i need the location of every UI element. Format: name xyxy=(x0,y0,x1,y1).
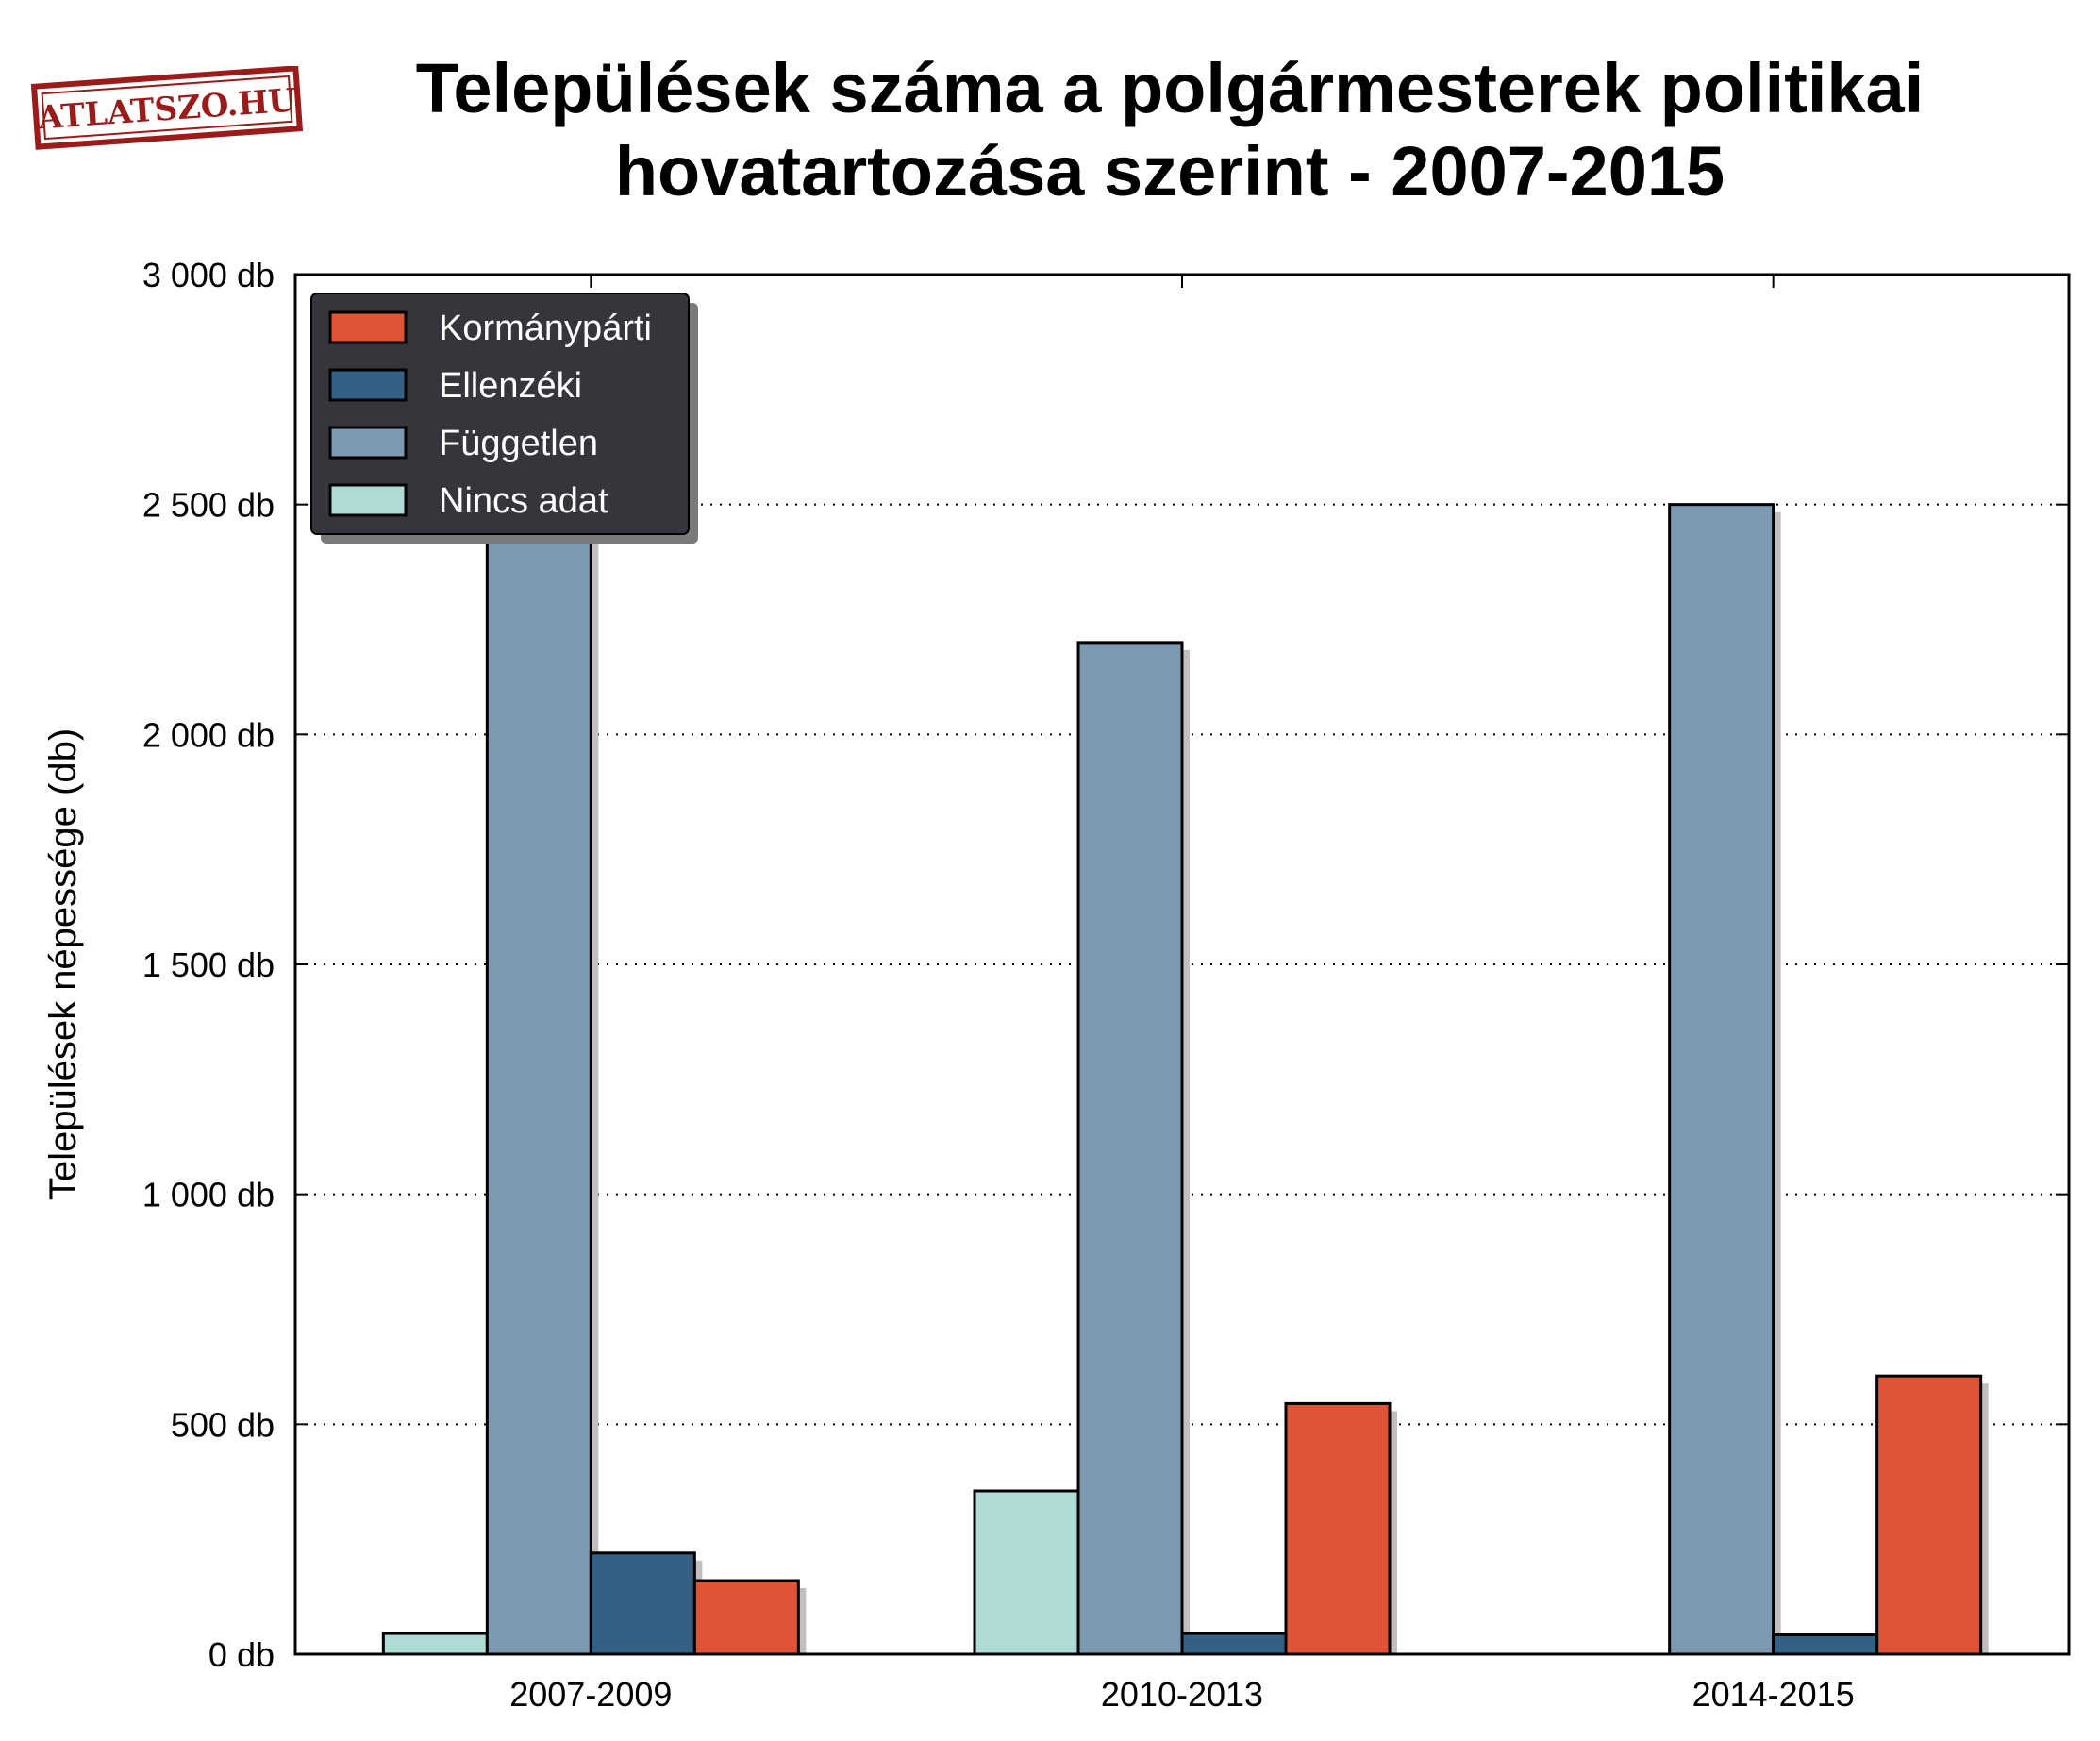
y-tick-label: 1 000 db xyxy=(142,1176,275,1214)
y-tick-label: 0 db xyxy=(208,1635,275,1674)
bar xyxy=(589,1551,696,1656)
y-tick-label: 2 500 db xyxy=(142,486,275,525)
x-tick-label: 2007-2009 xyxy=(509,1675,672,1714)
x-tick-label: 2014-2015 xyxy=(1692,1675,1855,1714)
ticks xyxy=(295,274,2069,1655)
bar xyxy=(1076,641,1184,1656)
bar xyxy=(692,1579,800,1656)
bar xyxy=(1180,1632,1288,1656)
bar xyxy=(1668,503,1775,1656)
bars xyxy=(381,494,1989,1656)
y-tick-label: 1 500 db xyxy=(142,946,275,984)
bar xyxy=(1772,1633,1879,1656)
x-tick-label: 2010-2013 xyxy=(1101,1675,1263,1714)
bar xyxy=(973,1489,1080,1656)
chart-title: Települések száma a polgármesterek polit… xyxy=(283,47,2057,213)
chart-title-line-1: Települések száma a polgármesterek polit… xyxy=(415,49,1925,127)
legend-swatch xyxy=(328,368,408,402)
y-tick-label: 2 000 db xyxy=(142,715,275,754)
y-tick-label: 3 000 db xyxy=(142,256,275,294)
legend-swatch xyxy=(328,310,408,344)
legend: Kormánypárti Ellenzéki Független Nincs adat xyxy=(310,293,698,544)
bar xyxy=(1875,1374,1983,1656)
legend-label: Nincs adat xyxy=(439,481,608,521)
bar xyxy=(381,1632,489,1656)
legend-box xyxy=(310,293,690,535)
legend-label: Független xyxy=(439,424,598,463)
bar xyxy=(485,494,592,1656)
legend-swatch xyxy=(328,426,408,460)
legend-label: Ellenzéki xyxy=(439,366,582,406)
legend-label: Kormánypárti xyxy=(439,309,652,348)
y-axis-label: Települések népessége (db) xyxy=(42,728,84,1200)
atlatszo-logo: ATLATSZO.HU xyxy=(30,66,304,150)
bar xyxy=(1284,1401,1392,1656)
y-tick-labels: 0 db 500 db 1 000 db 1 500 db 2 000 db 2 500 … xyxy=(142,256,275,1674)
y-tick-label: 500 db xyxy=(171,1405,275,1444)
x-tick-labels: 2007-2009 2010-2013 2014-2015 xyxy=(509,1675,1855,1714)
chart-title-line-2: hovatartozása szerint - 2007-2015 xyxy=(614,132,1725,210)
legend-swatch xyxy=(328,483,408,517)
